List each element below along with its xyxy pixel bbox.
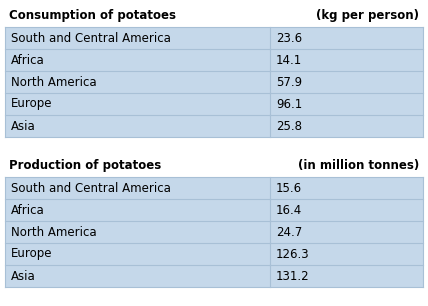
Text: Production of potatoes: Production of potatoes [9,159,161,173]
Bar [5,243,423,265]
Text: 14.1: 14.1 [276,54,302,66]
Text: 23.6: 23.6 [276,32,302,44]
Text: Europe: Europe [11,98,53,110]
Text: North America: North America [11,76,97,88]
Bar [5,71,423,93]
Text: Asia: Asia [11,120,36,132]
Text: South and Central America: South and Central America [11,32,171,44]
Text: 25.8: 25.8 [276,120,302,132]
Bar [5,93,423,115]
Bar [5,221,423,243]
Bar [5,27,423,49]
Bar [5,115,423,137]
Bar [5,5,423,27]
Text: South and Central America: South and Central America [11,181,171,195]
Text: Africa: Africa [11,54,45,66]
Text: 16.4: 16.4 [276,203,302,217]
Bar [5,155,423,177]
Text: 96.1: 96.1 [276,98,302,110]
Text: 15.6: 15.6 [276,181,302,195]
Text: 131.2: 131.2 [276,270,309,282]
Bar [5,177,423,199]
Text: 126.3: 126.3 [276,248,309,260]
Bar [5,49,423,71]
Text: Consumption of potatoes: Consumption of potatoes [9,9,176,23]
Text: (kg per person): (kg per person) [316,9,419,23]
Text: (in million tonnes): (in million tonnes) [298,159,419,173]
Text: Europe: Europe [11,248,53,260]
Text: Africa: Africa [11,203,45,217]
Text: 57.9: 57.9 [276,76,302,88]
Text: 24.7: 24.7 [276,226,302,238]
Text: Asia: Asia [11,270,36,282]
Bar [5,265,423,287]
Text: North America: North America [11,226,97,238]
Bar [5,199,423,221]
